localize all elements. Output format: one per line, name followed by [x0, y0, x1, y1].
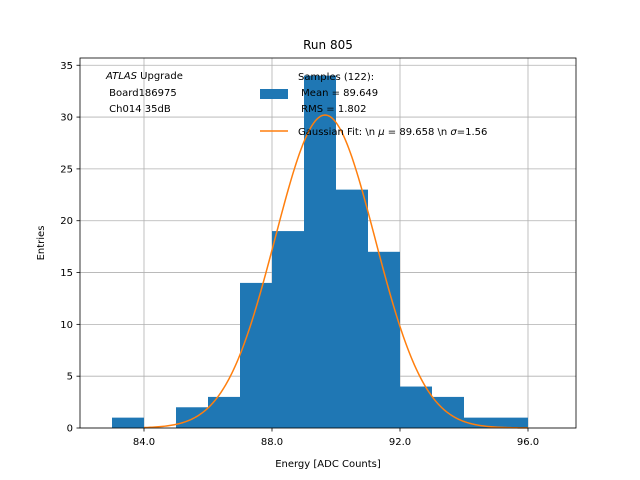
x-tick-label: 92.0 — [389, 437, 411, 448]
chart-title: Run 805 — [303, 38, 353, 52]
y-axis-ticks: 0 5 10 15 20 25 30 35 — [60, 61, 80, 435]
legend-hist-line-3: RMS = 1.802 — [298, 104, 366, 115]
histogram-bar — [464, 417, 496, 428]
histogram-bars — [112, 75, 528, 428]
legend-fit-mu-symbol: μ — [377, 127, 384, 138]
x-tick-label: 88.0 — [261, 437, 283, 448]
annotation-line-3: Ch014 35dB — [106, 104, 171, 115]
histogram-bar — [208, 396, 240, 428]
gaussian-fit-curve — [143, 114, 529, 429]
legend-hist-line-2: Mean = 89.649 — [298, 88, 378, 99]
histogram-bar — [112, 417, 144, 428]
histogram-bar — [272, 231, 304, 428]
x-axis-ticks: 84.0 88.0 92.0 96.0 — [133, 428, 539, 448]
annotation-atlas-italic: ATLAS — [105, 71, 138, 82]
y-tick-label: 15 — [60, 268, 73, 279]
x-tick-label: 96.0 — [517, 437, 539, 448]
legend-fit-sigma-value: =1.56 — [457, 127, 488, 138]
y-tick-label: 25 — [60, 164, 73, 175]
annotation-upgrade: Upgrade — [137, 71, 183, 82]
y-tick-label: 10 — [60, 320, 73, 331]
y-tick-label: 30 — [60, 113, 73, 124]
legend-fit-mu-value: = 89.658 \n — [385, 127, 451, 138]
y-tick-label: 0 — [67, 424, 73, 435]
legend-hist-line-1: Samples (122): — [298, 72, 374, 83]
annotation-line-1: ATLAS Upgrade — [105, 71, 183, 82]
histogram-bar — [496, 417, 528, 428]
annotation-line-2: Board186975 — [106, 88, 177, 99]
plot-frame — [79, 57, 577, 429]
legend-fit-label: Gaussian Fit: \n μ = 89.658 \n σ=1.56 — [298, 127, 487, 138]
histogram-bar — [400, 386, 432, 428]
y-tick-label: 5 — [67, 372, 73, 383]
y-axis-label: Entries — [36, 226, 47, 261]
histogram-bar — [336, 189, 368, 428]
histogram-bar — [304, 75, 336, 428]
x-axis-label: Energy [ADC Counts] — [275, 459, 381, 470]
histogram-bar — [176, 407, 208, 428]
y-tick-label: 35 — [60, 61, 73, 72]
legend-fit-prefix: Gaussian Fit: \n — [298, 127, 378, 138]
x-tick-label: 84.0 — [133, 437, 155, 448]
atlas-annotation: ATLAS Upgrade Board186975 Ch014 35dB — [105, 71, 183, 115]
histogram-bar — [368, 251, 400, 428]
legend: Samples (122): Mean = 89.649 RMS = 1.802… — [260, 72, 487, 138]
legend-histogram-swatch — [260, 89, 288, 99]
histogram-bar — [240, 282, 272, 428]
y-tick-label: 20 — [60, 216, 73, 227]
legend-fit-sigma-symbol: σ — [450, 127, 457, 138]
